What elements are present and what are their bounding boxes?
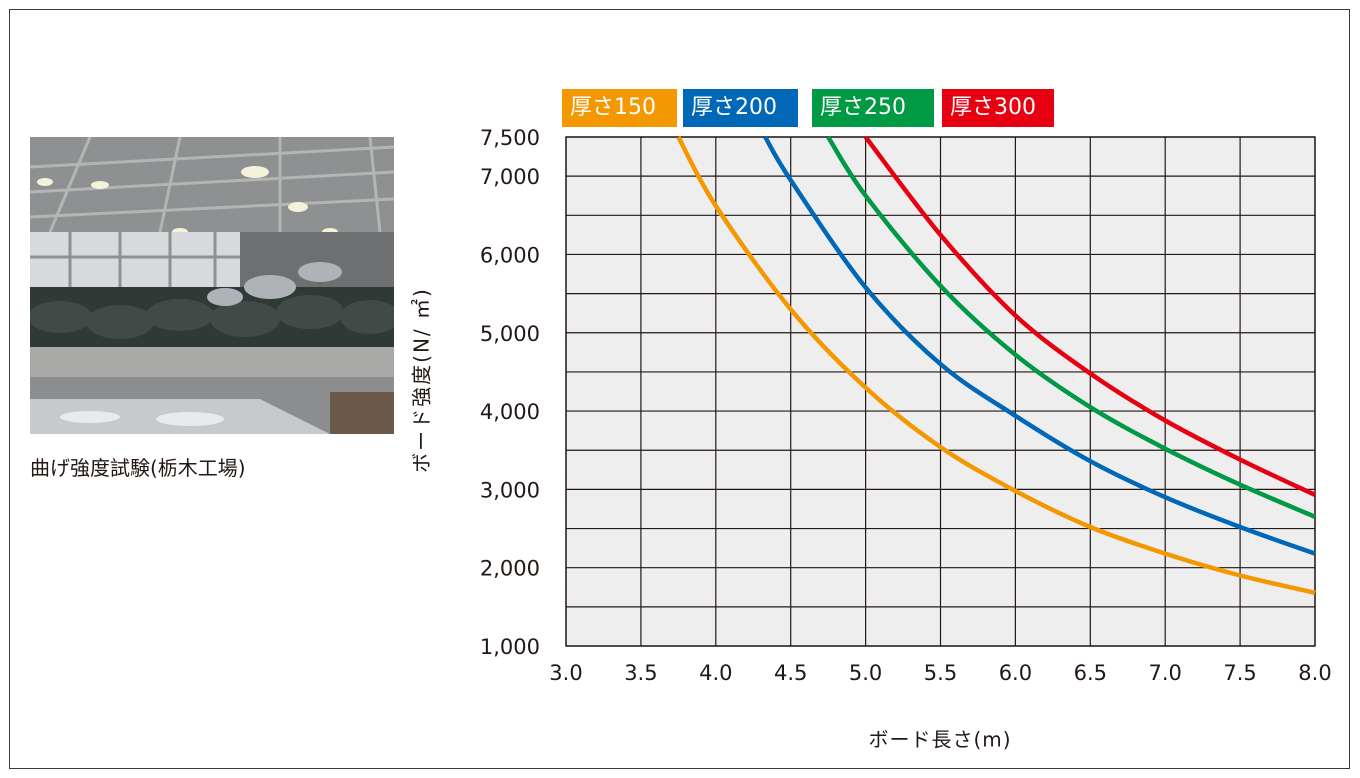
series-line-厚さ150 (676, 135, 1316, 595)
chart-series (676, 135, 1316, 595)
chart-grid (565, 136, 1316, 647)
x-tick-label: 6.0 (999, 661, 1032, 685)
x-tick-label: 8.0 (1298, 661, 1331, 685)
bending-test-photo-image (30, 137, 394, 434)
legend-item-thickness-200: 厚さ200 (683, 89, 798, 127)
x-tick-label: 7.5 (1223, 661, 1256, 685)
series-line-厚さ200 (763, 135, 1316, 556)
x-tick-label: 6.5 (1074, 661, 1107, 685)
y-tick-label: 2,000 (480, 557, 540, 581)
y-tick-label: 6,000 (480, 243, 540, 267)
x-tick-label: 7.0 (1148, 661, 1181, 685)
series-line-厚さ300 (863, 135, 1316, 497)
x-tick-label: 3.5 (624, 661, 657, 685)
x-tick-label: 5.5 (924, 661, 957, 685)
factory-photo (30, 137, 394, 434)
y-tick-label: 5,000 (480, 322, 540, 346)
x-tick-label: 4.0 (699, 661, 732, 685)
figure-frame (9, 9, 1350, 769)
photo-caption: 曲げ強度試験(栃木工場) (30, 456, 246, 480)
x-tick-label: 5.0 (849, 661, 882, 685)
x-tick-label: 3.0 (549, 661, 582, 685)
legend-item-thickness-300: 厚さ300 (942, 89, 1054, 127)
y-tick-label: 3,000 (480, 478, 540, 502)
series-line-厚さ250 (826, 135, 1316, 519)
y-tick-label: 1,000 (480, 635, 540, 659)
y-tick-label: 7,000 (480, 165, 540, 189)
y-tick-label: 7,500 (480, 126, 540, 150)
x-axis-label: ボード長さ(m) (868, 727, 1012, 752)
y-tick-label: 4,000 (480, 400, 540, 424)
x-tick-label: 4.5 (774, 661, 807, 685)
chart-ticks: 3.0 3.5 4.0 4.5 5.0 5.5 6.0 6.5 7.0 7.5 8.0 1,000 2,… (480, 126, 1332, 685)
legend-item-thickness-150: 厚さ150 (562, 89, 677, 127)
plot-border (565, 136, 1316, 647)
legend-item-thickness-250: 厚さ250 (812, 89, 934, 127)
